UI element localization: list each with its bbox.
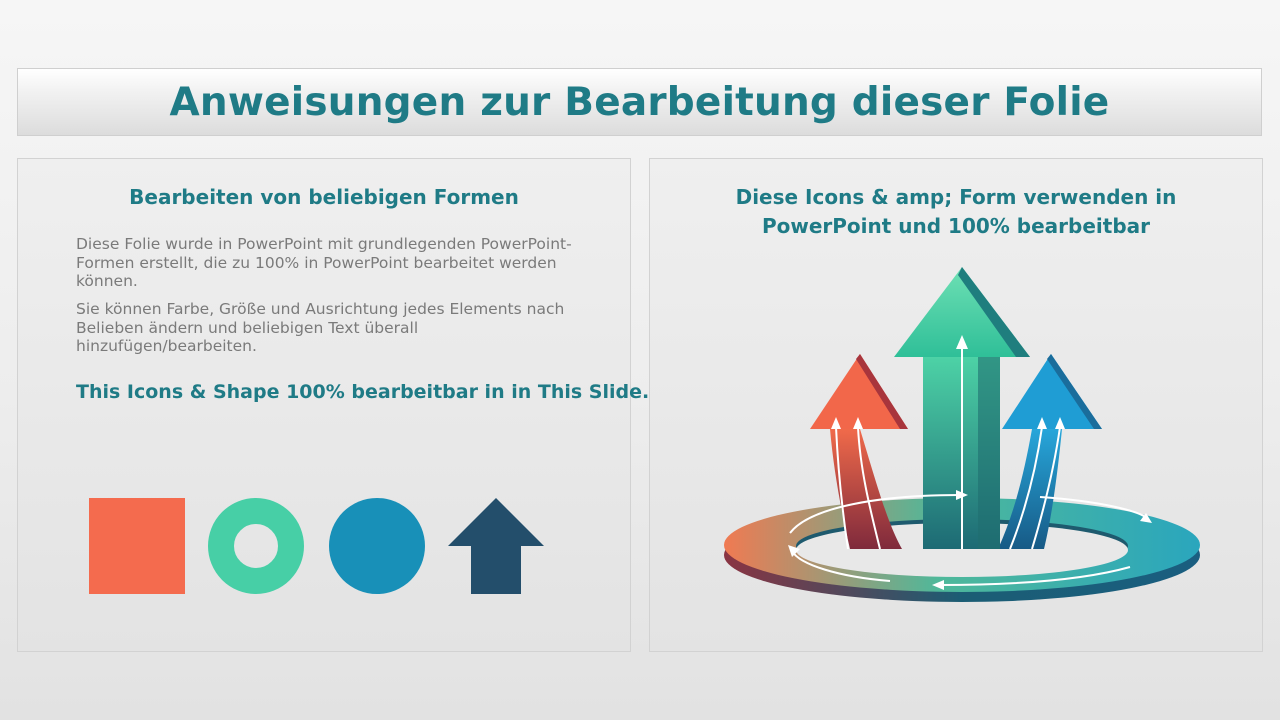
rising-arrows-ring-icon [724,267,1200,602]
right-panel: Diese Icons & amp; Form verwenden in Pow… [649,158,1263,652]
right-panel-heading: Diese Icons & amp; Form verwenden in Pow… [735,185,1177,238]
title-bar: Anweisungen zur Bearbeitung dieser Folie [17,68,1262,136]
circle-shape[interactable] [329,498,425,594]
left-panel-heading: Bearbeiten von beliebigen Formen [129,185,519,209]
ring-shape[interactable] [208,498,304,594]
left-panel: Bearbeiten von beliebigen Formen Diese F… [17,158,649,652]
description-paragraph-1: Diese Folie wurde in PowerPoint mit grun… [76,235,572,290]
description-paragraph-2: Sie können Farbe, Größe und Ausrichtung … [76,300,565,355]
emphasis-text: This Icons & Shape 100% bearbeitbar in i… [76,381,650,403]
slide-title: Anweisungen zur Bearbeitung dieser Folie [169,79,1110,125]
square-shape[interactable] [89,498,185,594]
up-arrow-shape[interactable] [448,498,544,594]
